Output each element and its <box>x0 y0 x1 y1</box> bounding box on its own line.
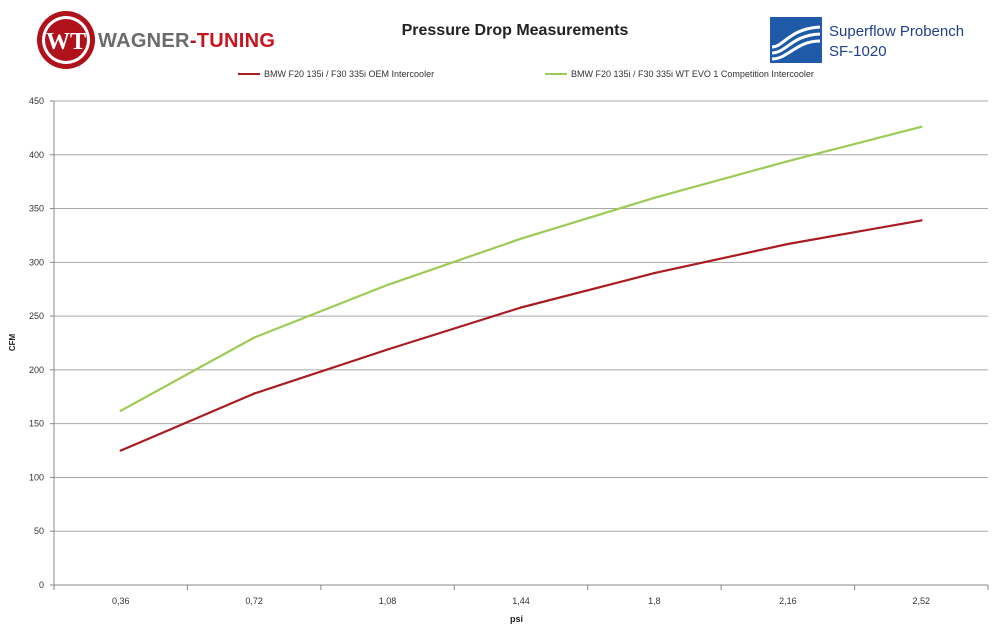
data-point-evo <box>786 160 790 163</box>
y-tick-label: 100 <box>29 472 44 482</box>
legend-swatch-oem <box>238 73 260 75</box>
brand-left-tuning: TUNING <box>196 30 276 52</box>
y-axis-label: CFM <box>8 333 18 352</box>
y-tick-label: 400 <box>29 150 44 160</box>
data-point-oem <box>920 219 923 222</box>
y-tick-label: 150 <box>29 419 44 429</box>
data-point-evo <box>119 409 122 412</box>
x-axis-label: psi <box>510 614 524 624</box>
series-line-oem <box>120 219 922 452</box>
y-tick-label: 200 <box>29 365 44 375</box>
brand-left-wagner: WAGNER <box>98 30 190 52</box>
superflow-brand-text: Superflow Probench SF-1020 <box>829 22 964 62</box>
x-tick-label: 1,08 <box>379 596 397 606</box>
superflow-logo-icon <box>770 17 822 63</box>
data-point-evo <box>920 125 923 129</box>
wt-emblem-icon: WT <box>37 11 95 69</box>
y-tick-label: 350 <box>29 204 44 214</box>
superflow-line1: Superflow Probench <box>829 23 965 40</box>
brand-left-dash: - <box>189 30 197 52</box>
y-tick-label: 450 <box>29 96 44 106</box>
legend-item-oem: BMW F20 135i / F30 335i OEM Intercooler <box>238 67 434 81</box>
data-point-oem <box>119 449 122 452</box>
wagner-tuning-logo: WT <box>34 8 274 72</box>
data-point-evo <box>386 283 389 287</box>
data-point-oem <box>386 348 389 351</box>
data-point-oem <box>653 271 656 275</box>
data-point-oem <box>252 392 256 395</box>
series-line-evo <box>120 125 922 412</box>
x-tick-label: 1,8 <box>648 596 661 606</box>
data-point-oem <box>786 242 790 246</box>
legend-item-evo: BMW F20 135i / F30 335i WT EVO 1 Competi… <box>545 67 814 81</box>
data-point-evo <box>519 237 523 240</box>
y-tick-label: 50 <box>34 526 44 536</box>
x-tick-label: 0,36 <box>112 596 130 606</box>
x-tick-label: 0,72 <box>245 596 263 606</box>
brand-left-name: WAGNER-TUNING <box>98 30 275 53</box>
legend-label-evo: BMW F20 135i / F30 335i WT EVO 1 Competi… <box>571 69 814 79</box>
x-tick-label: 2,52 <box>913 596 931 606</box>
y-tick-label: 250 <box>29 311 44 321</box>
data-point-evo <box>653 196 656 199</box>
data-point-oem <box>519 306 523 309</box>
wt-emblem-text: WT <box>46 29 86 55</box>
x-tick-label: 2,16 <box>779 596 797 606</box>
chart-title: Pressure Drop Measurements <box>401 22 629 39</box>
x-tick-label: 1,44 <box>512 596 530 606</box>
y-tick-label: 300 <box>29 257 44 267</box>
legend-label-oem: BMW F20 135i / F30 335i OEM Intercooler <box>264 69 435 79</box>
superflow-line2: SF-1020 <box>829 43 887 60</box>
data-point-evo <box>252 336 256 339</box>
legend-swatch-evo <box>545 73 567 75</box>
y-tick-label: 0 <box>39 580 44 590</box>
